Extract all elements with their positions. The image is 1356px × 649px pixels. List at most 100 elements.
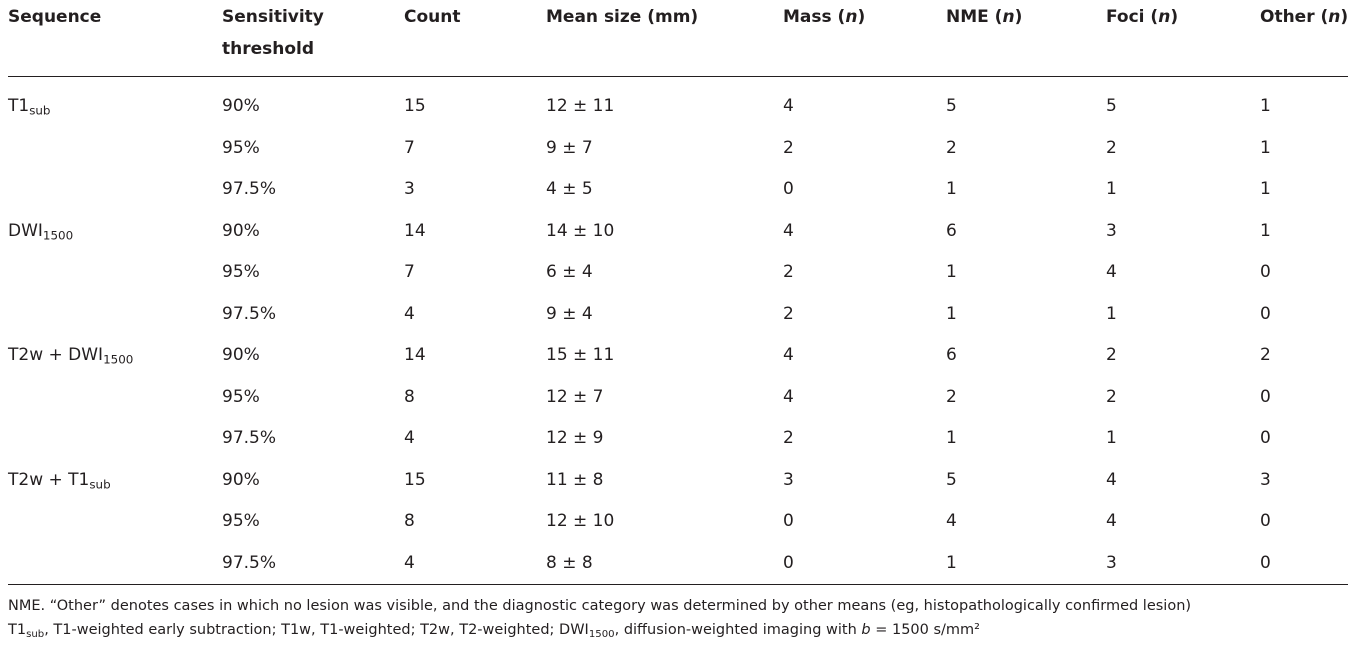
table-cell: 1 (1106, 428, 1117, 448)
column-header: Mean size (mm) (546, 1, 698, 33)
sequence-label: T2w + DWI1500 (8, 339, 133, 371)
text-segment: n (1002, 7, 1015, 27)
table-cell: 95% (222, 511, 260, 531)
sequence-label: T2w + T1sub (8, 464, 111, 496)
text-segment: b (861, 622, 871, 638)
table-cell: 1 (946, 262, 957, 282)
table-cell: 2 (1106, 137, 1117, 158)
table-cell: 12 ± 7 (546, 386, 604, 407)
sequence-label: T1sub (8, 90, 50, 122)
text-segment: NME. “Other” denotes cases in which no l… (8, 598, 1192, 614)
table-cell: 2 (783, 303, 794, 324)
table-cell: 5 (946, 96, 957, 116)
table-cell: 14 (404, 220, 426, 241)
table-cell: 4 (404, 428, 415, 448)
table-cell: 1 (946, 179, 957, 199)
table-cell: 15 (404, 469, 426, 490)
table-cell: 4 (1106, 262, 1117, 282)
table-cell: 0 (1260, 303, 1271, 324)
table-cell: 9 ± 7 (546, 137, 593, 158)
table-cell: 4 ± 5 (546, 179, 593, 199)
table-cell: 2 (946, 386, 957, 407)
text-segment: n (1328, 7, 1341, 27)
table-cell: 2 (1106, 345, 1117, 365)
table-cell: 4 (946, 511, 957, 531)
table-cell: 3 (1106, 220, 1117, 241)
table-cell: 4 (404, 303, 415, 324)
text-segment: sub (26, 629, 45, 641)
text-segment: n (845, 7, 858, 27)
table-cell: 95% (222, 137, 260, 158)
table-cell: 5 (1106, 96, 1117, 116)
table-cell: 1 (1106, 303, 1117, 324)
table-cell: 1 (1260, 96, 1271, 116)
table-cell: 0 (783, 179, 794, 199)
table-cell: 4 (783, 220, 794, 241)
table-cell: 4 (783, 386, 794, 407)
column-header: Sensitivity threshold (222, 1, 352, 65)
table-cell: 97.5% (222, 179, 277, 199)
table-cell: 8 (404, 511, 415, 531)
table-cell: 97.5% (222, 428, 277, 448)
column-header: Sequence (8, 1, 101, 33)
text-segment: sub (89, 477, 111, 492)
table-cell: 2 (783, 428, 794, 448)
table-cell: 1 (1260, 137, 1271, 158)
table-cell: 4 (783, 345, 794, 365)
text-segment: Sequence (8, 7, 102, 27)
text-segment: Mass ( (783, 7, 846, 27)
footnote: NME. “Other” denotes cases in which no l… (8, 598, 1348, 614)
text-segment: T2w + T1 (8, 469, 90, 490)
table-cell: 12 ± 9 (546, 428, 604, 448)
text-segment: Mean size (mm) (546, 7, 699, 27)
table-cell: 6 (946, 220, 957, 241)
text-segment: ) (1014, 7, 1023, 27)
text-segment: sub (29, 103, 51, 118)
column-header: Foci (n) (1106, 1, 1178, 33)
text-segment: 1500 (103, 352, 134, 367)
table-cell: 14 (404, 345, 426, 365)
text-segment: Foci ( (1106, 7, 1159, 27)
text-segment: Count (404, 7, 461, 27)
text-segment: Sensitivity threshold (222, 7, 324, 59)
table-cell: 0 (1260, 386, 1271, 407)
text-segment: n (1158, 7, 1171, 27)
table-cell: 3 (783, 469, 794, 490)
column-header: NME (n) (946, 1, 1022, 33)
table-cell: 90% (222, 220, 260, 241)
text-segment: DWI (8, 220, 43, 241)
text-segment: = 1500 s/mm² (870, 622, 980, 638)
table-cell: 6 (946, 345, 957, 365)
text-segment: T2w + DWI (8, 345, 104, 365)
text-segment: , T1-weighted early subtraction; T1w, T1… (44, 622, 589, 638)
table-cell: 0 (1260, 262, 1271, 282)
table-cell: 1 (1260, 179, 1271, 199)
text-segment: NME ( (946, 7, 1003, 27)
table-cell: 11 ± 8 (546, 469, 604, 490)
sequence-label: DWI1500 (8, 215, 73, 247)
column-header: Mass (n) (783, 1, 865, 33)
table-cell: 7 (404, 262, 415, 282)
table-cell: 12 ± 10 (546, 511, 615, 531)
table-cell: 97.5% (222, 552, 277, 573)
table-cell: 4 (783, 96, 794, 116)
table-cell: 8 (404, 386, 415, 407)
table-cell: 2 (783, 137, 794, 158)
text-segment: ) (1170, 7, 1179, 27)
text-segment: 1500 (588, 629, 615, 641)
footnote: T1sub, T1-weighted early subtraction; T1… (8, 622, 1348, 641)
table-cell: 4 (404, 552, 415, 573)
header-rule (8, 76, 1348, 77)
table-cell: 1 (1260, 220, 1271, 241)
table-cell: 2 (1260, 345, 1271, 365)
table-cell: 4 (1106, 469, 1117, 490)
text-segment: , diffusion-weighted imaging with (614, 622, 862, 638)
table-cell: 12 ± 11 (546, 96, 615, 116)
text-segment: ) (857, 7, 866, 27)
table-cell: 90% (222, 96, 260, 116)
text-segment: 1500 (42, 228, 74, 243)
table-cell: 15 (404, 96, 426, 116)
column-header: Count (404, 1, 461, 33)
table-cell: 0 (1260, 511, 1271, 531)
